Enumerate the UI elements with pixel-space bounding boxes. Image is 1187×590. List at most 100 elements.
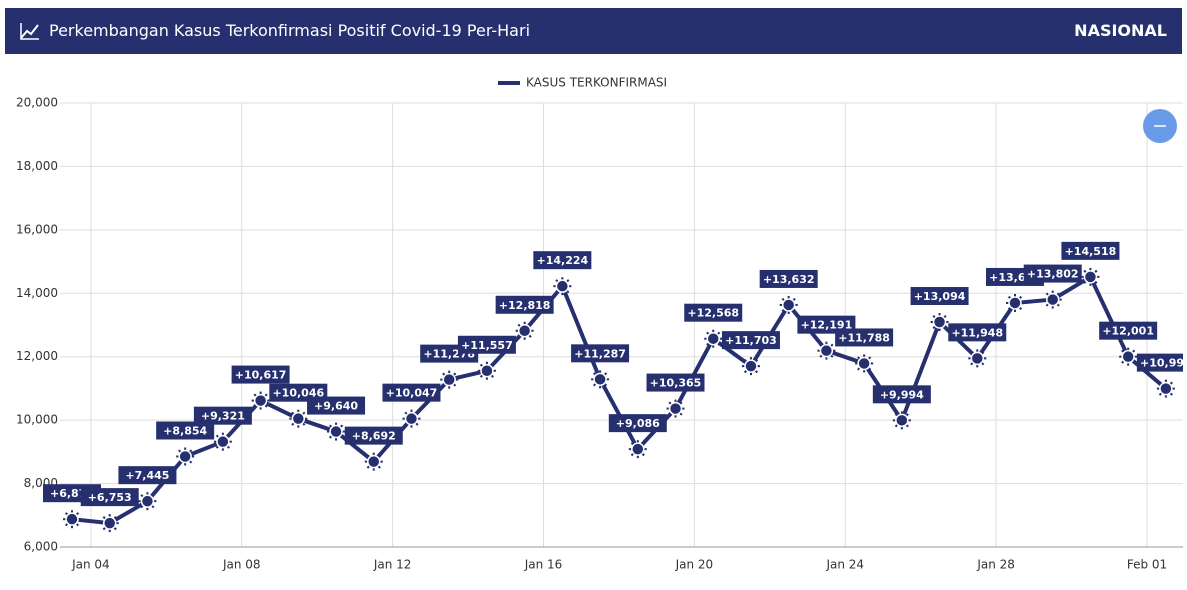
virus-marker <box>892 411 911 430</box>
virus-marker <box>176 447 195 466</box>
scope: NASIONAL <box>1074 21 1167 40</box>
x-tick-label: Jan 12 <box>373 558 412 572</box>
value-label-box <box>1136 353 1183 372</box>
value-label-box <box>533 251 592 270</box>
value-label-box <box>608 414 667 433</box>
marker-body <box>253 393 268 408</box>
value-label: +9,086 <box>616 417 660 430</box>
value-label-box <box>1061 241 1120 260</box>
virus-marker <box>213 432 232 451</box>
x-tick-label: Jan 04 <box>71 558 110 572</box>
marker-body <box>517 324 532 338</box>
marker-body <box>781 298 796 312</box>
value-label: +10,365 <box>650 377 702 390</box>
marker-body <box>140 494 155 508</box>
value-label: +9,640 <box>314 400 358 413</box>
virus-marker <box>1006 293 1024 312</box>
value-label-box <box>721 331 780 350</box>
title: Perkembangan Kasus Terkonfirmasi Positif… <box>49 21 531 40</box>
value-label-box <box>759 269 818 288</box>
marker-body <box>819 343 834 358</box>
value-label-box <box>1023 264 1082 283</box>
legend-label: KASUS TERKONFIRMASI <box>526 76 667 90</box>
value-label-box <box>495 295 554 314</box>
value-label-box <box>910 287 969 306</box>
value-label: +11,948 <box>951 326 1003 339</box>
marker-body <box>1045 292 1060 307</box>
virus-marker <box>591 370 610 389</box>
y-tick-label: 10,000 <box>16 413 58 427</box>
y-tick-label: 14,000 <box>16 286 58 300</box>
virus-marker <box>704 329 723 348</box>
legend-swatch <box>498 81 520 85</box>
value-label-box <box>457 335 516 354</box>
virus-marker <box>402 409 421 428</box>
value-label: +10,994 <box>1140 357 1187 370</box>
series-line <box>71 274 1168 526</box>
value-label-box <box>872 385 931 404</box>
marker-body <box>631 442 645 456</box>
virus-marker <box>327 422 346 441</box>
y-tick-label: 16,000 <box>16 222 58 236</box>
virus-marker <box>930 313 949 332</box>
virus-marker <box>440 370 459 389</box>
marker-body <box>932 315 947 329</box>
virus-marker <box>364 452 383 471</box>
marker-body <box>668 401 683 416</box>
marker-body <box>593 372 607 387</box>
virus-marker <box>138 492 157 511</box>
value-label: +13,094 <box>914 290 966 303</box>
value-label-box <box>382 383 441 402</box>
marker-body <box>442 372 456 387</box>
value-label-box <box>344 426 403 445</box>
value-label: +12,001 <box>1102 325 1154 338</box>
x-tick-label: Jan 08 <box>222 558 261 572</box>
value-label-box <box>571 344 630 363</box>
value-label: +10,617 <box>235 369 287 382</box>
virus-marker <box>968 349 987 368</box>
virus-marker <box>1081 267 1100 286</box>
marker-body <box>706 331 720 346</box>
marker-body <box>1083 270 1098 284</box>
value-label: +9,994 <box>880 388 924 401</box>
value-label: +12,191 <box>801 319 853 332</box>
marker-body <box>102 516 117 530</box>
virus-marker <box>1043 290 1062 309</box>
value-label: +11,557 <box>461 339 513 352</box>
value-label: +12,818 <box>499 299 551 312</box>
value-label-box <box>193 406 252 425</box>
zoom-out-button[interactable] <box>1143 109 1177 143</box>
chart-icon <box>20 23 39 40</box>
virus-marker <box>515 321 534 340</box>
marker-body <box>367 454 381 469</box>
virus-marker <box>553 277 572 296</box>
marker-body <box>1008 296 1022 310</box>
value-label: +13,802 <box>1027 268 1079 281</box>
value-label-box <box>307 396 366 415</box>
value-label: +11,788 <box>838 331 890 344</box>
virus-marker <box>251 391 270 410</box>
virus-marker <box>741 357 760 376</box>
virus-marker <box>1156 379 1175 398</box>
value-label: +10,047 <box>386 387 438 400</box>
marker-body <box>480 364 494 378</box>
plot: +6,877+6,753+7,445+8,854+9,321+10,617+10… <box>43 241 1187 533</box>
value-label-box <box>646 373 705 392</box>
y-tick-label: 18,000 <box>16 159 58 173</box>
virus-marker <box>628 440 647 459</box>
value-label-box <box>1099 321 1158 340</box>
value-label: +14,224 <box>537 254 589 267</box>
value-label: +10,046 <box>272 387 324 400</box>
value-label: +12,568 <box>687 307 739 320</box>
value-label-box <box>80 488 139 507</box>
value-label: +11,703 <box>725 334 777 347</box>
virus-marker <box>477 361 496 380</box>
value-label: +6,753 <box>88 491 132 504</box>
value-label-box <box>684 303 743 322</box>
x-tick-label: Jan 28 <box>976 558 1015 572</box>
x-tick-label: Jan 24 <box>825 558 864 572</box>
marker-body <box>555 279 570 293</box>
marker-body <box>178 449 192 464</box>
